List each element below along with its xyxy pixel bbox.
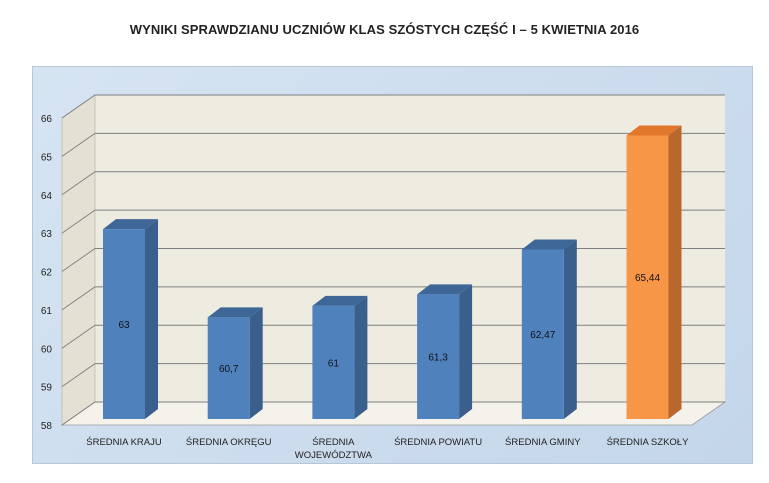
bar-side	[668, 125, 682, 420]
bar	[103, 229, 145, 419]
category-label: WOJEWÓDZTWA	[295, 450, 373, 461]
gridline	[61, 171, 725, 196]
bar	[312, 305, 355, 419]
bar-side	[563, 239, 577, 419]
category-label: ŚREDNIA KRAJU	[86, 436, 162, 448]
plot-floor	[60, 401, 727, 426]
data-label: 61,3	[428, 353, 448, 364]
bar-side	[145, 219, 158, 419]
data-label: 61	[328, 358, 340, 369]
bar	[626, 135, 669, 420]
data-label: 65,44	[635, 273, 660, 284]
gridline	[61, 94, 725, 119]
y-tick-label: 64	[41, 191, 53, 202]
y-tick-label: 65	[41, 152, 53, 163]
data-label: 63	[118, 320, 130, 331]
y-tick-label: 60	[41, 344, 53, 355]
bar-top	[626, 125, 682, 136]
y-tick-label: 61	[41, 306, 53, 317]
category-label: ŚREDNIA	[312, 436, 355, 448]
category-label: ŚREDNIA POWIATU	[394, 436, 482, 448]
gridline	[61, 363, 725, 387]
category-label: ŚREDNIA OKRĘGU	[186, 436, 272, 448]
bar	[417, 294, 460, 419]
bar	[207, 317, 250, 419]
bar-side	[459, 284, 473, 419]
gridline	[61, 324, 725, 349]
bar	[521, 249, 564, 419]
gridline	[61, 132, 725, 157]
chart-title: WYNIKI SPRAWDZIANU UCZNIÓW KLAS SZÓSTYCH…	[129, 22, 640, 37]
category-label: ŚREDNIA GMINY	[505, 436, 581, 448]
gridline	[61, 248, 725, 272]
y-tick-label: 66	[41, 114, 53, 125]
bar-top	[417, 284, 473, 295]
bar-side	[354, 295, 368, 419]
y-tick-label: 62	[41, 268, 53, 279]
gridline	[61, 209, 725, 234]
gridline	[61, 401, 725, 426]
bar-side	[249, 307, 263, 419]
bar-top	[312, 295, 368, 306]
bar-top	[521, 239, 577, 250]
data-label: 60,7	[219, 364, 239, 375]
data-label: 62,47	[530, 330, 555, 341]
y-tick-label: 63	[41, 229, 53, 240]
category-label: ŚREDNIA SZKOŁY	[607, 436, 689, 448]
bar-top	[103, 219, 158, 230]
bar-top	[207, 307, 263, 318]
y-tick-label: 59	[41, 383, 53, 394]
gridline	[61, 286, 725, 311]
y-tick-label: 58	[41, 421, 53, 432]
